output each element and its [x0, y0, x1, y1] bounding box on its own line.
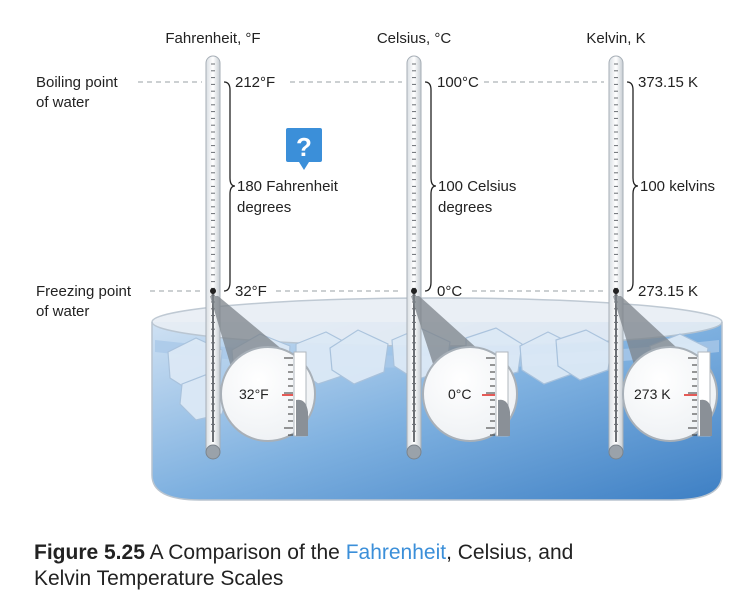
zoom-lens-celsius — [422, 346, 518, 442]
celsius-boiling-value: 100°C — [437, 74, 479, 91]
zoom-lens-fahrenheit — [220, 346, 316, 442]
thermometer-fahrenheit — [205, 55, 221, 460]
freezing-point-label-line1: Freezing point — [36, 283, 132, 300]
celsius-span-line1: 100 Celsius — [438, 178, 516, 195]
help-question-icon[interactable]: ? — [286, 128, 322, 170]
fahrenheit-brace — [223, 81, 236, 292]
kelvin-freezing-value: 273.15 K — [638, 283, 698, 300]
celsius-span-line2: degrees — [438, 199, 492, 216]
kelvin-brace — [626, 81, 639, 292]
fahrenheit-span-line2: degrees — [237, 199, 291, 216]
caption-text-part1: A Comparison of the — [144, 541, 346, 564]
help-question-glyph: ? — [296, 132, 312, 162]
fahrenheit-link[interactable]: Fahrenheit — [345, 541, 447, 564]
zoom-lens-kelvin — [622, 346, 718, 442]
celsius-header: Celsius, °C — [377, 30, 452, 47]
kelvin-header: Kelvin, K — [586, 30, 645, 47]
caption-text-part2: , Celsius, and — [446, 541, 574, 564]
freezing-point-label-line2: of water — [36, 303, 89, 320]
kelvin-zoom-value: 273 K — [634, 386, 671, 402]
fahrenheit-span-line1: 180 Fahrenheit — [237, 178, 339, 195]
kelvin-span-line1: 100 kelvins — [640, 178, 715, 195]
thermometer-celsius — [406, 55, 422, 460]
celsius-freezing-value: 0°C — [437, 283, 462, 300]
caption-line2: Kelvin Temperature Scales — [34, 567, 284, 590]
fahrenheit-header: Fahrenheit, °F — [165, 30, 260, 47]
fahrenheit-zoom-value: 32°F — [239, 386, 269, 402]
figure-caption: Figure 5.25 A Comparison of the Fahrenhe… — [34, 540, 746, 592]
thermometer-kelvin — [608, 55, 624, 460]
fahrenheit-freezing-value: 32°F — [235, 283, 267, 300]
kelvin-boiling-value: 373.15 K — [638, 74, 698, 91]
caption-line1: Figure 5.25 A Comparison of the Fahrenhe… — [34, 540, 746, 566]
fahrenheit-boiling-value: 212°F — [235, 74, 275, 91]
figure-number: Figure 5.25 — [34, 541, 145, 564]
boiling-point-label-line1: Boiling point — [36, 74, 119, 91]
celsius-zoom-value: 0°C — [448, 386, 472, 402]
celsius-brace — [424, 81, 437, 292]
boiling-point-label-line2: of water — [36, 94, 89, 111]
